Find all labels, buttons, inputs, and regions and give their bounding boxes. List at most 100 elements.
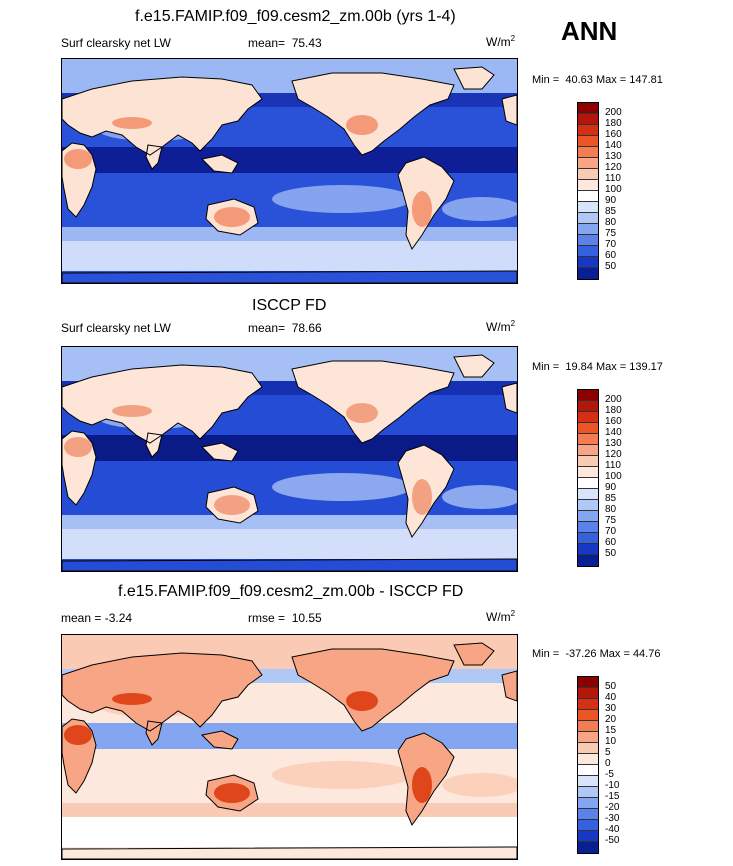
panel2-patch <box>442 485 517 509</box>
panel3-title: f.e15.FAMIP.f09_f09.cesm2_zm.00b - ISCCP… <box>118 583 464 600</box>
panel1-coast-antarctica <box>62 270 517 283</box>
panel2-coast-africa <box>62 430 97 506</box>
colorbar-swatch <box>578 765 598 776</box>
panel3-patch <box>442 773 517 797</box>
panel2-coast-namerica <box>291 360 455 444</box>
colorbar-tick-label: 70 <box>605 526 617 537</box>
panel3-colorbar <box>577 676 599 854</box>
panel2-coast-samerica <box>397 444 455 539</box>
colorbar-tick-label: 160 <box>605 129 622 140</box>
colorbar-swatch <box>578 842 598 853</box>
colorbar-tick-label: 110 <box>605 460 621 471</box>
colorbar-tick-label: -15 <box>605 791 620 802</box>
colorbar-swatch <box>578 544 598 555</box>
panel1-namerica-hot <box>346 115 378 135</box>
colorbar-swatch <box>578 169 598 180</box>
panel1-patch <box>272 185 412 213</box>
colorbar-swatch <box>578 522 598 533</box>
colorbar-swatch <box>578 533 598 544</box>
colorbar-swatch <box>578 235 598 246</box>
colorbar-swatch <box>578 798 598 809</box>
panel1-asia-hot <box>112 117 152 129</box>
panel1-coast-india <box>145 144 163 170</box>
panel2-australia-hot <box>214 495 250 515</box>
panel1-coast-europe_asia <box>62 76 263 156</box>
colorbar-swatch <box>578 224 598 235</box>
panel1-mean-stat: mean= 75.43 <box>248 36 322 50</box>
panel1-sahara-hot <box>64 149 92 169</box>
panel2-coast-australia <box>205 486 259 524</box>
panel3-minmax: Min = -37.26 Max = 44.76 <box>532 648 660 660</box>
colorbar-swatch <box>578 456 598 467</box>
colorbar-tick-label: 110 <box>605 173 621 184</box>
panel2-coast-antarctica <box>62 558 517 571</box>
panel1-coastlines <box>62 66 517 283</box>
panel1-map-svg <box>62 59 517 283</box>
panel1-max-label: Max = <box>595 74 627 86</box>
panel1-coast-seasia <box>200 154 239 174</box>
colorbar-swatch <box>578 445 598 456</box>
panel2-min-value: 19.84 <box>565 361 593 373</box>
panel1-max-value: 147.81 <box>629 74 663 86</box>
panel2-map <box>61 346 518 572</box>
panel3-rmse-value: 10.55 <box>291 611 322 625</box>
colorbar-tick-label: 50 <box>605 681 617 692</box>
colorbar-swatch <box>578 754 598 765</box>
colorbar-tick-label: 160 <box>605 416 622 427</box>
panel1-land-europe_asia <box>62 77 262 155</box>
panel1-min-label: Min = <box>532 74 560 86</box>
panel1-tropical-band <box>62 147 517 173</box>
colorbar-swatch <box>578 478 598 489</box>
colorbar-tick-label: 20 <box>605 714 617 725</box>
panel3-coast-australia <box>205 774 259 812</box>
colorbar-swatch <box>578 103 598 114</box>
panel2-coastlines <box>62 354 517 571</box>
panel2-land-namerica <box>292 361 454 443</box>
colorbar-tick-label: 60 <box>605 250 617 261</box>
colorbar-swatch <box>578 820 598 831</box>
colorbar-swatch <box>578 114 598 125</box>
panel3-coast-europe_right <box>501 670 517 702</box>
panel1-southern-ocean <box>62 241 517 271</box>
panel2-patch <box>272 473 412 501</box>
colorbar-swatch <box>578 489 598 500</box>
panel3-sahara-hot <box>64 725 92 745</box>
colorbar-swatch <box>578 202 598 213</box>
panel2-min-label: Min = <box>532 361 560 373</box>
colorbar-tick-label: 140 <box>605 140 622 151</box>
colorbar-tick-label: 85 <box>605 206 617 217</box>
colorbar-tick-label: 15 <box>605 725 617 736</box>
panel2-coast-europe_asia <box>62 364 263 444</box>
panel3-mean-stat: mean = -3.24 <box>61 611 133 625</box>
panel2-variable-label: Surf clearsky net LW <box>61 321 171 335</box>
colorbar-tick-label: -30 <box>605 813 620 824</box>
colorbar-tick-label: 100 <box>605 471 622 482</box>
colorbar-swatch <box>578 246 598 257</box>
panel3-patch <box>272 761 412 789</box>
panel2-land-greenland <box>454 355 494 377</box>
colorbar-swatch <box>578 434 598 445</box>
colorbar-swatch <box>578 213 598 224</box>
panel2-samerica-hot <box>412 479 432 515</box>
colorbar-swatch <box>578 831 598 842</box>
colorbar-tick-label: 130 <box>605 151 622 162</box>
colorbar-tick-label: 80 <box>605 217 617 228</box>
colorbar-swatch <box>578 688 598 699</box>
colorbar-swatch <box>578 467 598 478</box>
colorbar-tick-label: 180 <box>605 118 622 129</box>
colorbar-swatch <box>578 699 598 710</box>
colorbar-swatch <box>578 180 598 191</box>
colorbar-tick-label: 5 <box>605 747 611 758</box>
panel2-coast-india <box>145 432 163 458</box>
panel1-variable-label: Surf clearsky net LW <box>61 36 171 50</box>
panel3-namerica-hot <box>346 691 378 711</box>
panel3-units-base: W/m <box>486 610 511 624</box>
panel2-land-europe_asia <box>62 365 262 443</box>
colorbar-tick-label: -10 <box>605 780 620 791</box>
colorbar-swatch <box>578 743 598 754</box>
panel2-coast-europe_right <box>501 382 517 414</box>
panel1-mean-value: 75.43 <box>291 36 322 50</box>
colorbar-tick-label: 80 <box>605 504 617 515</box>
panel2-mean-stat: mean= 78.66 <box>248 321 322 335</box>
panel1-australia-hot <box>214 207 250 227</box>
